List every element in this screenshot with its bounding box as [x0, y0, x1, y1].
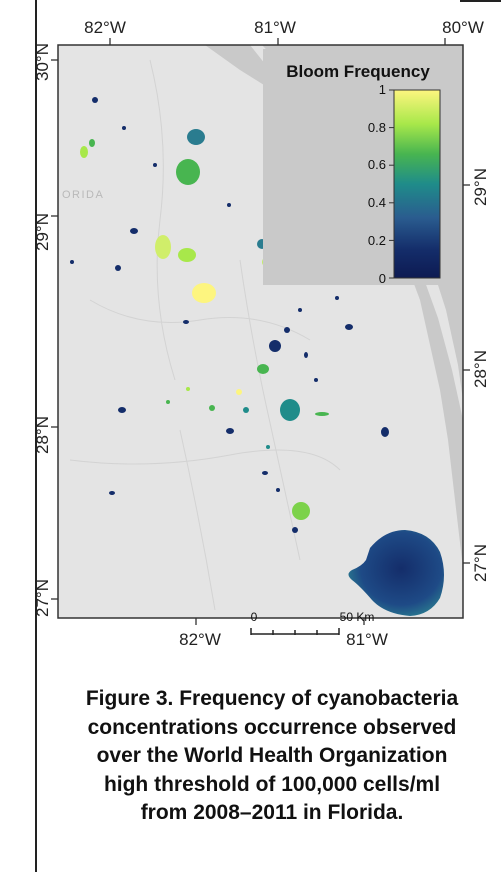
lake-dark-c3 — [304, 352, 308, 358]
lake-dark-west — [118, 407, 126, 413]
right-axis-label: 29°N — [471, 168, 490, 206]
left-axis-label: 27°N — [33, 579, 52, 617]
lake-green-c — [209, 405, 215, 411]
lake-dark-s2 — [262, 471, 268, 475]
caption-line: from 2008–2011 in Florida. — [140, 801, 404, 824]
lake-teal-c — [243, 407, 249, 413]
top-axis-label: 80°W — [442, 18, 484, 37]
lake-green-west — [80, 146, 88, 158]
legend: Bloom Frequency 1 0.8 0.6 0.4 0.2 0 — [286, 62, 441, 286]
rivers — [69, 59, 341, 611]
lake-dark-s3 — [276, 488, 280, 492]
lake-dark-s — [292, 527, 298, 533]
lake-navy — [269, 340, 281, 352]
figure-caption: Figure 3. Frequency of cyanobacteria con… — [48, 685, 496, 828]
lake-green-s3 — [166, 400, 170, 404]
lake-dark-sw — [109, 491, 115, 495]
lake-dark-e2 — [335, 296, 339, 300]
place-label: ORIDA — [62, 189, 104, 201]
map-area: ORIDA — [58, 45, 463, 618]
lake-dark-w2 — [122, 126, 126, 130]
color-bar — [393, 89, 441, 279]
legend-tick-label: 0.2 — [368, 233, 386, 248]
lake-green-small — [89, 139, 95, 147]
legend-tick-label: 0 — [379, 271, 386, 286]
top-axis-label: 81°W — [254, 18, 296, 37]
bottom-axis-label: 81°W — [346, 630, 388, 649]
lake-dark-c — [226, 428, 234, 434]
right-axis-label: 27°N — [471, 544, 490, 582]
lake-teal — [187, 129, 205, 145]
legend-tick-label: 0.8 — [368, 120, 386, 135]
lake-dark-c6 — [153, 163, 157, 167]
axis-ticks — [51, 38, 470, 625]
lake-dark-nw2 — [130, 228, 138, 234]
lake-green-cl — [315, 412, 329, 416]
lake-dark-c2 — [284, 327, 290, 333]
left-axis-label: 29°N — [33, 213, 52, 251]
lake-yellow-large — [192, 283, 216, 303]
lake-green-s2 — [186, 387, 190, 391]
lake-dark-ne — [345, 324, 353, 330]
lake-green-mid — [280, 399, 300, 421]
caption-line: high threshold of 100,000 cells/ml — [103, 772, 441, 796]
scale-end-label: 50 Km — [340, 610, 375, 624]
legend-tick-label: 0.4 — [368, 195, 386, 210]
scale-bar: 0 50 Km — [250, 610, 375, 635]
left-axis-label: 28°N — [33, 416, 52, 454]
lake-dark-nw — [92, 97, 98, 103]
legend-tick-label: 0.6 — [368, 157, 386, 172]
lake-dark-e4 — [298, 308, 302, 312]
legend-ticks — [389, 89, 394, 279]
bottom-axis-label: 82°W — [179, 630, 221, 649]
map-figure: ORIDA — [33, 18, 490, 649]
lake-green-east — [257, 364, 269, 374]
caption-line: over the World Health Organization — [96, 744, 448, 767]
lake-dark-n — [115, 265, 121, 271]
caption-line: concentrations occurrence observed — [87, 715, 457, 739]
left-axis-label: 30°N — [33, 43, 52, 81]
left-rule — [35, 0, 37, 872]
lake-dark-e3 — [314, 378, 318, 382]
lake-dark-east — [381, 427, 389, 437]
top-axis-label: 82°W — [84, 18, 126, 37]
legend-title: Bloom Frequency — [286, 62, 430, 81]
lake-teal-s — [266, 445, 270, 449]
lake-okeechobee — [348, 530, 444, 616]
caption-line: Figure 3. Frequency of cyanobacteria — [85, 687, 459, 710]
lake-green-apopka — [176, 159, 200, 185]
top-rule — [460, 0, 501, 2]
lake-yellowgreen — [155, 235, 171, 259]
right-axis-label: 28°N — [471, 350, 490, 388]
legend-tick-label: 1 — [379, 82, 386, 97]
lake-dark-c4 — [183, 320, 189, 324]
lake-dark-w — [70, 260, 74, 264]
lake-yellow-small — [236, 389, 242, 395]
map-frame — [57, 44, 464, 619]
lake-dark-c5 — [227, 203, 231, 207]
lake-lime — [178, 248, 196, 262]
lake-green-south — [292, 502, 310, 520]
scale-start-label: 0 — [251, 610, 258, 624]
